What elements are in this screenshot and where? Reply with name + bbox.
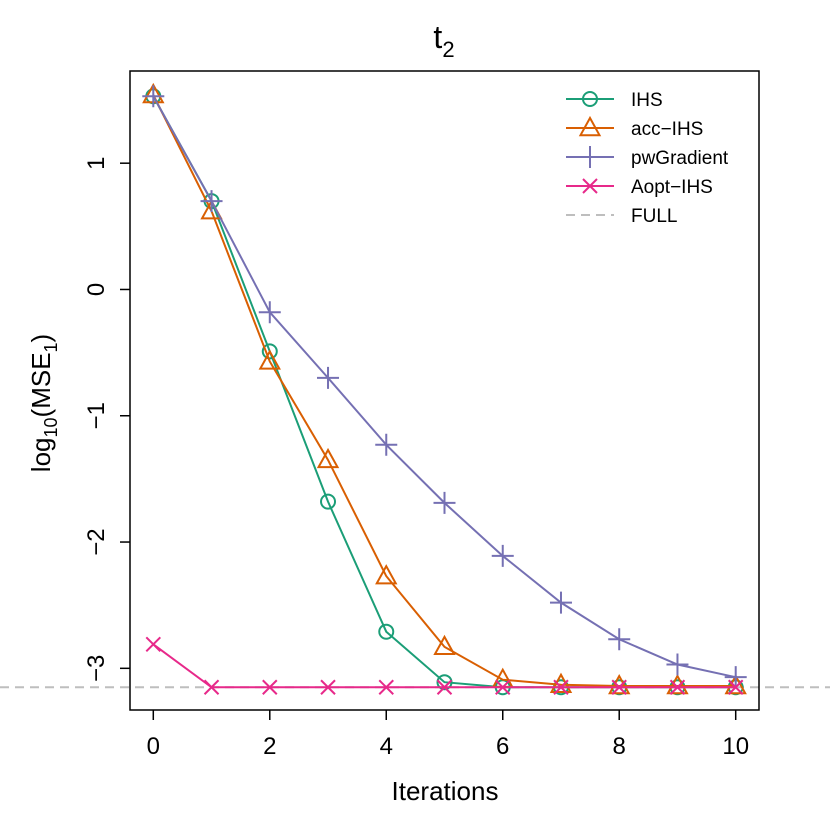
plot-frame — [129, 70, 760, 711]
series-2-point — [608, 673, 631, 695]
x-axis-title: Iterations — [392, 776, 499, 806]
legend-label: Aopt−IHS — [631, 177, 713, 198]
chart-title-subscript: 2 — [442, 37, 454, 62]
series-3-point — [433, 491, 456, 514]
series-4-point — [262, 679, 278, 695]
legend-marker — [582, 178, 598, 194]
y-tick-label: −1 — [83, 402, 110, 429]
chart-title: t2 — [433, 19, 454, 62]
legend-label: FULL — [631, 206, 677, 227]
legend-label: IHS — [631, 90, 663, 111]
y-tick-label: −3 — [83, 655, 110, 682]
series-2-point — [666, 673, 689, 695]
x-tick-label: 10 — [722, 733, 749, 760]
series-2-point — [258, 349, 281, 370]
series-1-point — [320, 493, 337, 510]
x-tick-label: 2 — [263, 733, 276, 760]
series-3-point — [491, 544, 514, 567]
y-axis-title-prefix-sub: 10 — [41, 417, 61, 437]
legend-label: pwGradient — [631, 148, 729, 169]
series-4-point — [203, 679, 220, 695]
plot-area: 0 2 4 6 8 10 −3 −2 −1 0 1 IHS acc−IHS pwGradient Aopt−… — [0, 70, 830, 760]
series-4-point — [669, 679, 686, 695]
series-2-point — [724, 673, 747, 695]
series-3-point — [375, 433, 398, 456]
series-4-point — [727, 679, 744, 695]
series-2-point — [316, 447, 340, 469]
legend-label: acc−IHS — [631, 119, 703, 140]
y-tick-label: −2 — [83, 528, 110, 555]
x-tick-label: 0 — [147, 733, 160, 760]
chart-title-main: t — [433, 19, 442, 55]
legend-marker — [582, 91, 598, 107]
series-1-point — [261, 343, 278, 360]
series-4-point — [553, 679, 569, 695]
series-4-point — [436, 679, 453, 695]
y-tick-label: 0 — [83, 283, 110, 296]
legend-marker — [579, 146, 601, 168]
y-axis-title-prefix: log — [26, 438, 56, 473]
series-3-point — [142, 85, 165, 108]
series-2-point — [375, 564, 398, 585]
y-axis-title: log10(MSE1) — [26, 334, 61, 472]
series-1-point — [378, 623, 395, 640]
y-axis-title-suffix: ) — [26, 334, 56, 343]
series-3-point — [724, 666, 747, 689]
series-4-point — [145, 636, 162, 653]
series-4 — [145, 636, 744, 695]
legend-marker — [578, 115, 602, 137]
series-1-point — [436, 674, 453, 691]
series-2-point — [433, 634, 456, 656]
x-tick-label: 4 — [380, 733, 393, 760]
series-4-point — [495, 679, 511, 695]
series-4-point — [611, 679, 627, 695]
series-2 — [142, 82, 747, 695]
series-4-point — [378, 679, 394, 695]
series-3-point — [608, 628, 631, 651]
series-4-point — [320, 679, 336, 695]
legend: IHS acc−IHS pwGradient Aopt−IHS FULL — [566, 90, 729, 227]
series-3-point — [258, 301, 281, 324]
series-line-2 — [152, 94, 736, 688]
y-axis-title-middle: (MSE — [26, 352, 56, 417]
x-tick-label: 8 — [613, 733, 626, 760]
series-3-point — [200, 190, 223, 213]
series-3-point — [549, 591, 572, 614]
series-3 — [142, 85, 747, 689]
series-3-point — [666, 653, 689, 676]
y-tick-label: 1 — [83, 157, 110, 170]
series-3-point — [317, 366, 340, 389]
y-axis-title-middle-sub: 1 — [41, 342, 61, 352]
x-tick-label: 6 — [496, 733, 509, 760]
